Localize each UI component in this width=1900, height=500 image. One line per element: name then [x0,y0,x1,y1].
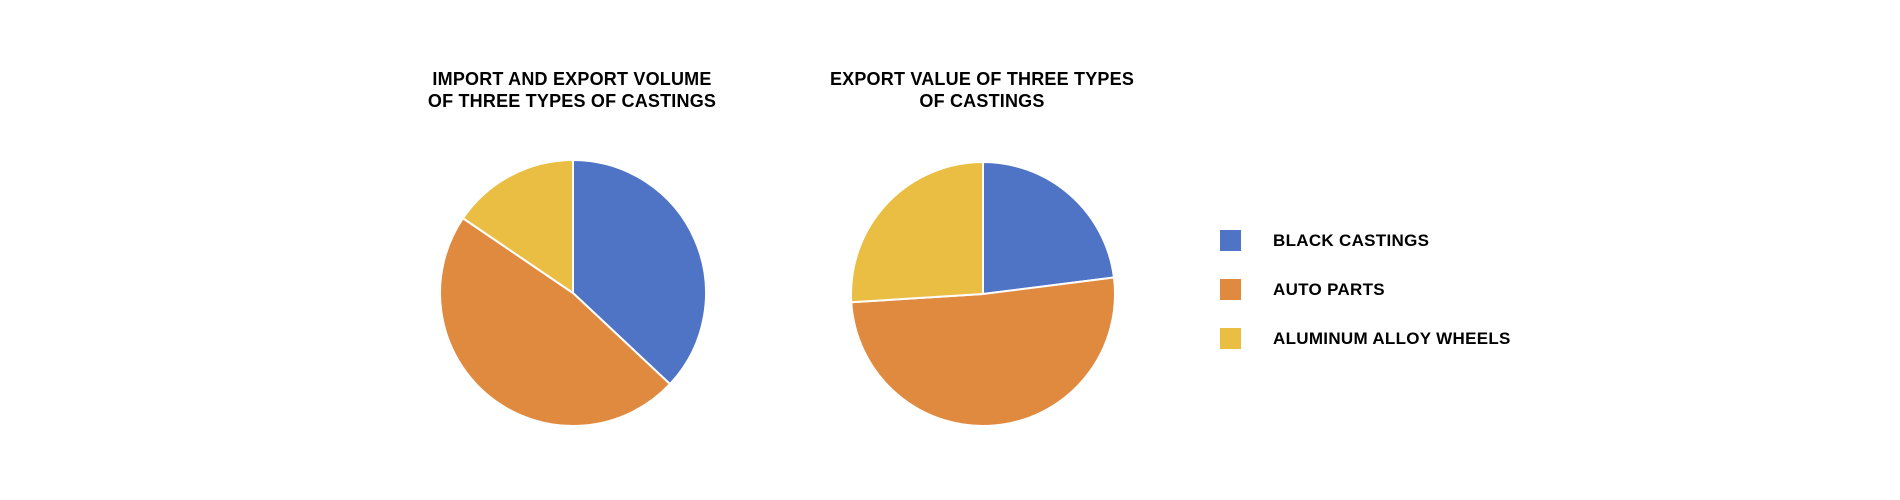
pie-slice-black-castings [982,161,1115,295]
legend-swatch-icon [1220,230,1241,251]
pie-chart-import-export-volume [439,159,707,427]
chart-title-import-export-volume: IMPORT AND EXPORT VOLUME OF THREE TYPES … [427,69,717,111]
legend-swatch-icon [1220,328,1241,349]
pie-slice-aluminum-alloy-wheels [461,159,574,294]
pie-slice-auto-parts [439,217,671,427]
legend-label: BLACK CASTINGS [1273,231,1430,250]
legend-item-black-castings: BLACK CASTINGS [1220,230,1620,251]
chart-title-export-value: EXPORT VALUE OF THREE TYPES OF CASTINGS [829,69,1135,111]
pie-slice-auto-parts [850,276,1116,427]
legend-label: AUTO PARTS [1273,280,1385,299]
pie-slice-black-castings [572,159,707,386]
pie-slice-aluminum-alloy-wheels [850,161,984,304]
pie-chart-export-value [850,161,1116,427]
legend-label: ALUMINUM ALLOY WHEELS [1273,329,1511,348]
legend-item-aluminum-alloy-wheels: ALUMINUM ALLOY WHEELS [1220,328,1620,349]
legend-item-auto-parts: AUTO PARTS [1220,279,1620,300]
legend-swatch-icon [1220,279,1241,300]
